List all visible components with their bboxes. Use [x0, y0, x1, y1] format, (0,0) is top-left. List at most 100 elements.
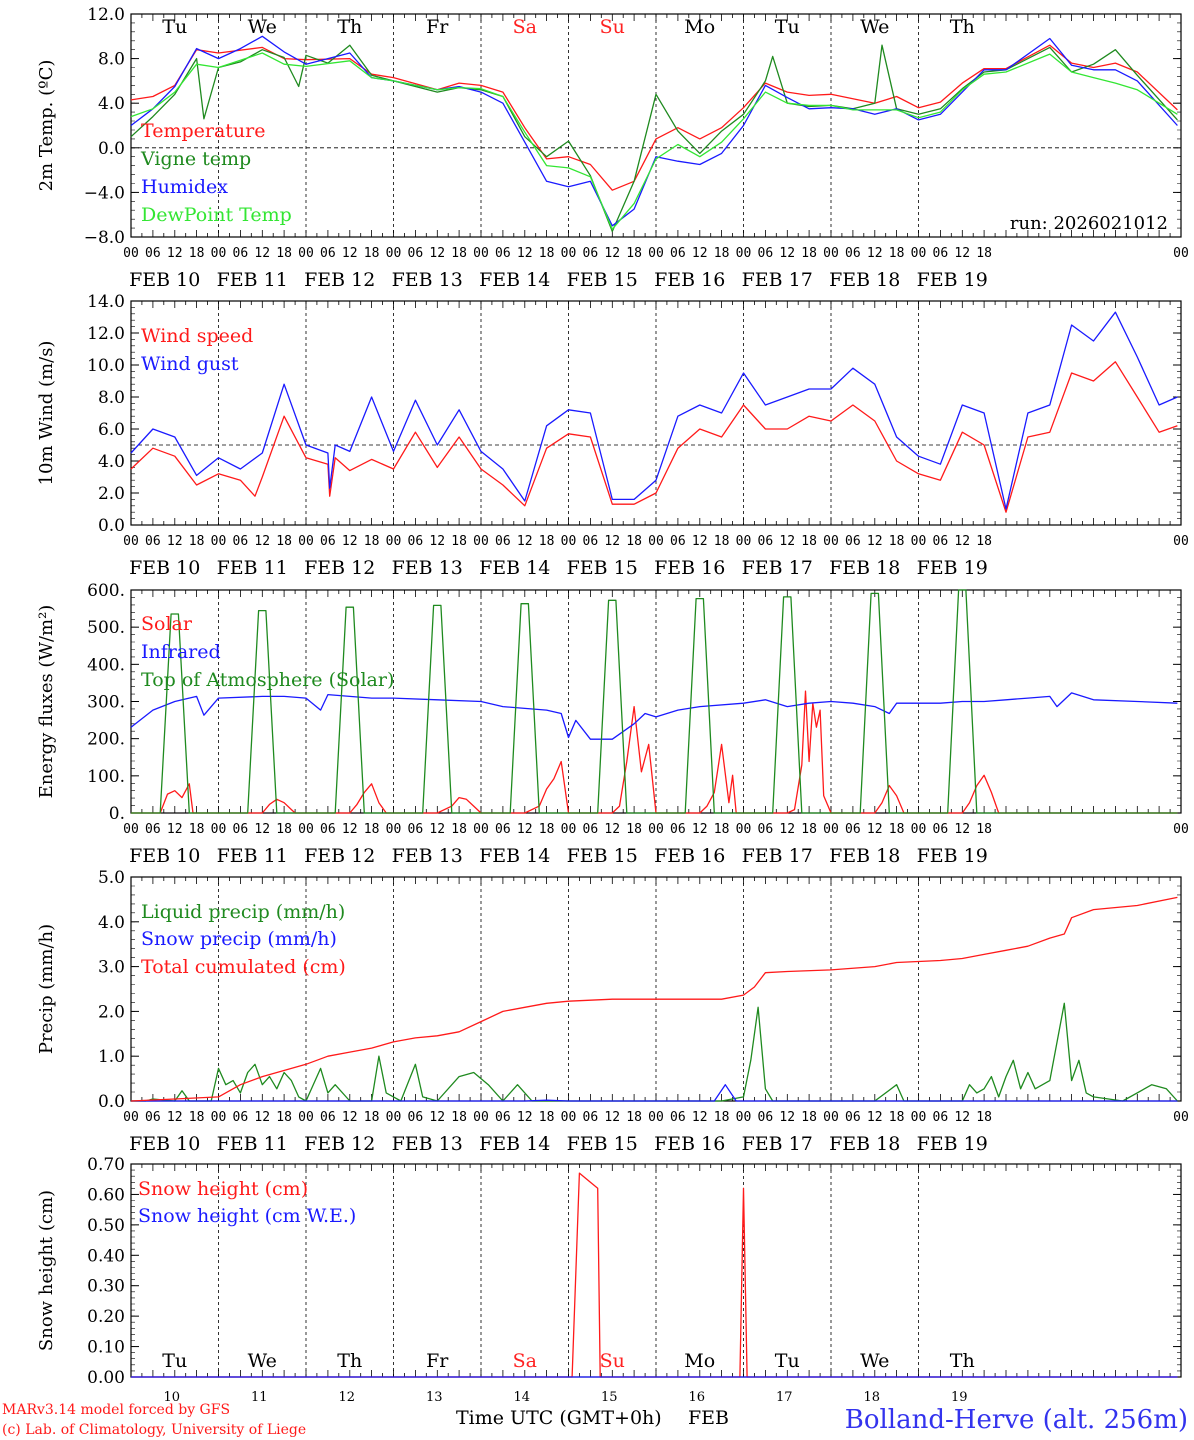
- hour-label: 00: [473, 534, 489, 549]
- date-label: FEB 17: [742, 557, 813, 579]
- date-label: FEB 15: [567, 1133, 638, 1155]
- day-name: Mo: [684, 1350, 715, 1372]
- plot-frame: [130, 300, 1182, 526]
- y-axis-label: Energy fluxes (W/m²): [36, 605, 57, 799]
- y-minor-ticks: [131, 13, 1181, 238]
- hour-label: 18: [276, 1110, 292, 1125]
- hour-label: 12: [867, 822, 883, 837]
- date-label: FEB 16: [654, 269, 725, 291]
- legend-entry: Wind speed: [141, 325, 253, 347]
- x-ticks: [130, 14, 1182, 237]
- hour-label: 18: [539, 1110, 555, 1125]
- legend-entry: DewPoint Temp: [141, 204, 292, 226]
- hour-label: 18: [714, 534, 730, 549]
- date-label: FEB 16: [654, 557, 725, 579]
- hour-label: 18: [801, 534, 817, 549]
- hour-label: 12: [167, 822, 183, 837]
- legend-entry: Snow height (cm W.E.): [138, 1205, 356, 1227]
- date-label: FEB 10: [129, 1133, 200, 1155]
- hour-label: 06: [758, 534, 774, 549]
- y-tick-label: 14.0: [87, 292, 125, 312]
- day-number: 13: [426, 1390, 443, 1405]
- day-name: Th: [950, 1350, 975, 1372]
- legend-entry: Temperature: [141, 120, 265, 142]
- plot-frame: [130, 589, 1182, 814]
- hour-label: 00: [211, 1110, 227, 1125]
- day-number: 12: [338, 1390, 355, 1405]
- day-name: Tu: [775, 1350, 800, 1372]
- hour-label: 12: [429, 534, 445, 549]
- hour-label: 00: [298, 822, 314, 837]
- date-label: FEB 11: [217, 269, 288, 291]
- hour-label: 00: [473, 246, 489, 261]
- y-tick-label: 0.60: [87, 1185, 125, 1205]
- legend-entry: Liquid precip (mm/h): [141, 901, 345, 923]
- hour-label: 18: [976, 822, 992, 837]
- hour-label: 06: [495, 1110, 511, 1125]
- y-tick-label: 0.50: [87, 1216, 125, 1236]
- hour-label: 06: [233, 534, 249, 549]
- hour-label: 00: [123, 822, 139, 837]
- hour-label: 00: [298, 534, 314, 549]
- panel-3: 0. 100. 200. 300. 400. 500. 600. Energy fluxes …: [36, 581, 1189, 867]
- hour-label: 18: [364, 534, 380, 549]
- x-ticks: [130, 877, 1182, 1101]
- hour-label: 06: [670, 246, 686, 261]
- hour-label: 00: [736, 1110, 752, 1125]
- x-ticks: [130, 301, 1182, 525]
- hour-label: 12: [254, 246, 270, 261]
- day-number: 19: [951, 1390, 968, 1405]
- date-label: FEB 19: [917, 557, 988, 579]
- hour-label: 06: [933, 1110, 949, 1125]
- day-name: Tu: [775, 16, 800, 38]
- hour-label: 00: [386, 246, 402, 261]
- series-solar: [131, 690, 1178, 814]
- hour-label: 06: [145, 534, 161, 549]
- series-dewpoint-temp: [130, 52, 1178, 230]
- hour-label: 00: [211, 822, 227, 837]
- date-label: FEB 19: [917, 1133, 988, 1155]
- series-temperature: [130, 44, 1178, 191]
- series-humidex: [130, 35, 1178, 227]
- date-label: FEB 11: [217, 845, 288, 867]
- hour-label: 06: [320, 246, 336, 261]
- y-tick-label: 0.70: [87, 1155, 125, 1175]
- station-title: Bolland-Herve (alt. 256m): [845, 1405, 1188, 1435]
- hour-label: 06: [145, 1110, 161, 1125]
- hour-label: 00: [123, 534, 139, 549]
- y-tick-label: 4.0: [98, 452, 125, 472]
- hour-label: 00: [1173, 822, 1189, 837]
- hour-label: 18: [364, 1110, 380, 1125]
- y-tick-label: 2.0: [98, 1002, 125, 1022]
- legend-entry: Infrared: [141, 641, 221, 663]
- hour-label: 12: [429, 246, 445, 261]
- hour-label: 06: [320, 822, 336, 837]
- date-label: FEB 14: [479, 1133, 550, 1155]
- hour-label: 12: [342, 246, 358, 261]
- hour-label: 18: [976, 534, 992, 549]
- date-label: FEB 15: [567, 845, 638, 867]
- date-label: FEB 14: [479, 557, 550, 579]
- hour-label: 18: [801, 822, 817, 837]
- day-name: Sa: [513, 16, 537, 38]
- y-tick-label: 0.40: [87, 1246, 125, 1266]
- day-name: Su: [600, 1350, 625, 1372]
- hour-label: 06: [320, 1110, 336, 1125]
- hour-label: 06: [758, 246, 774, 261]
- hour-label: 06: [495, 246, 511, 261]
- y-tick-label: 5.0: [98, 868, 125, 888]
- hour-label: 12: [779, 534, 795, 549]
- hour-label: 00: [911, 822, 927, 837]
- hour-label: 00: [648, 534, 664, 549]
- hour-label: 06: [670, 534, 686, 549]
- day-name: Sa: [513, 1350, 537, 1372]
- day-name: Fr: [426, 16, 449, 38]
- date-label: FEB 10: [129, 557, 200, 579]
- y-tick-label: −4.0: [84, 183, 125, 203]
- hour-label: 06: [845, 534, 861, 549]
- hour-label: 00: [561, 246, 577, 261]
- panel-4: 0.0 1.0 2.0 3.0 4.0 5.0 Precip (mm/h) 00 06 12 18 F…: [36, 868, 1189, 1155]
- hour-label: 00: [736, 822, 752, 837]
- y-tick-label: −8.0: [84, 228, 125, 248]
- run-label: run: 2026021012: [1010, 213, 1168, 234]
